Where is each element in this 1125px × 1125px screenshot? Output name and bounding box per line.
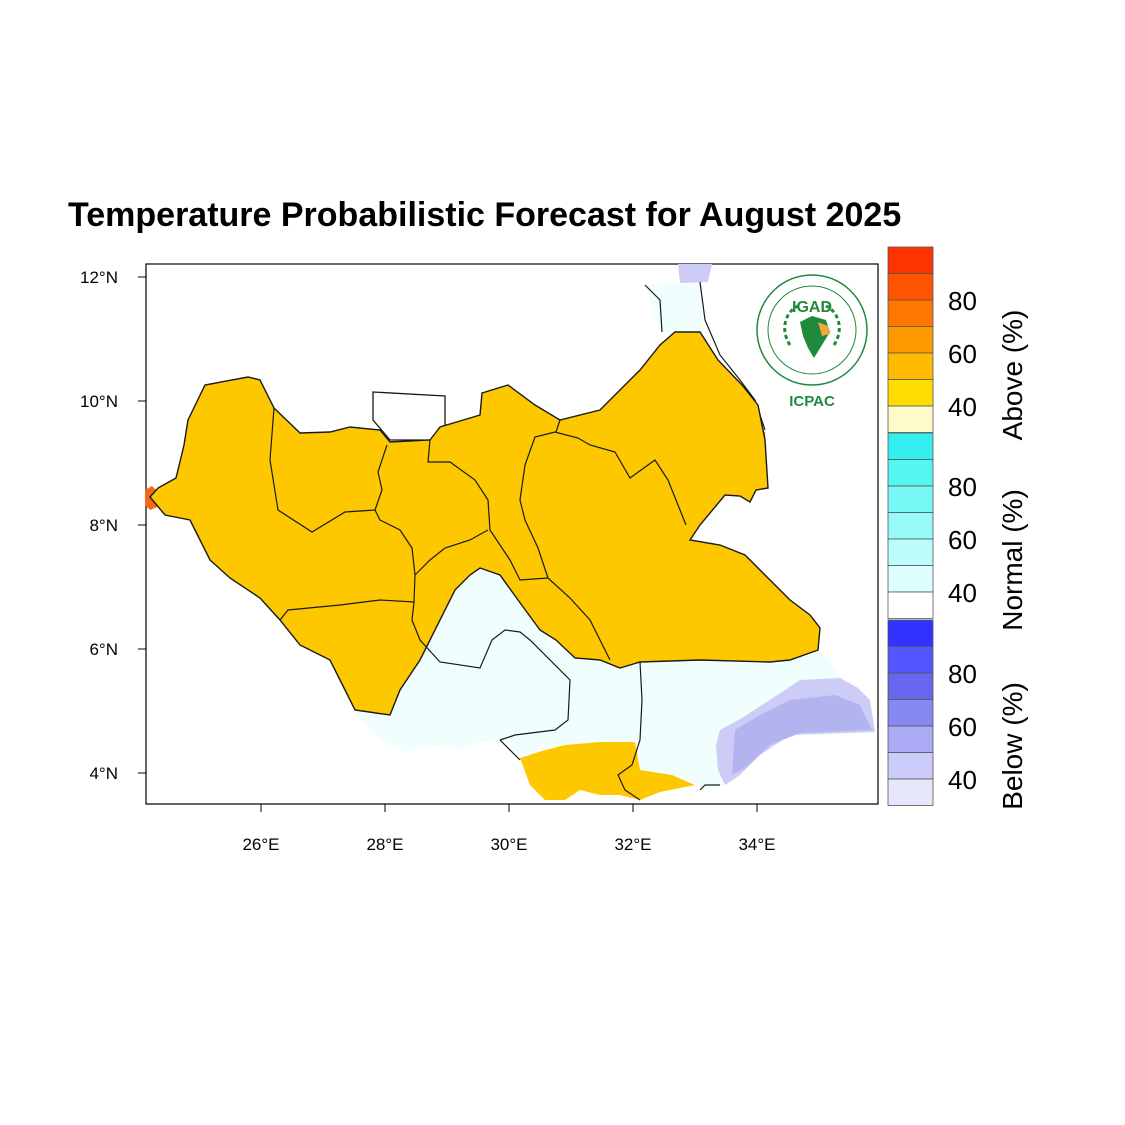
above-title: Above (%) — [997, 310, 1028, 441]
abyei-area — [372, 391, 446, 441]
normal-swatch-1 — [887, 459, 934, 487]
lon-tick-34: 34°E — [738, 835, 775, 854]
above-swatch-5 — [887, 379, 934, 407]
normal-swatch-6 — [887, 591, 934, 619]
above-swatch-3 — [887, 326, 934, 354]
above-label-80: 80 — [948, 286, 977, 316]
above-label-40: 40 — [948, 392, 977, 422]
below-label-60: 60 — [948, 712, 977, 742]
above-region-south-patch — [520, 742, 695, 800]
below-swatch-2 — [887, 672, 934, 700]
below-swatch-1 — [887, 646, 934, 674]
lat-tick-10: 10°N — [80, 392, 118, 411]
below-region-north — [678, 264, 712, 283]
state-boundaries — [269, 407, 720, 801]
colorbar-above — [887, 246, 934, 433]
longitude-axis: 26°E 28°E 30°E 32°E 34°E — [242, 804, 776, 854]
map-panel — [145, 263, 879, 805]
above-swatch-1 — [887, 273, 934, 301]
above-swatch-2 — [887, 299, 934, 327]
normal-swatch-4 — [887, 538, 934, 566]
below-swatch-3 — [887, 699, 934, 727]
lon-tick-32: 32°E — [614, 835, 651, 854]
colorbar-normal — [887, 432, 934, 619]
colorbar — [887, 246, 934, 806]
lat-tick-12: 12°N — [80, 268, 118, 287]
below-swatch-5 — [887, 752, 934, 780]
normal-swatch-3 — [887, 512, 934, 540]
colorbar-labels: 80 60 40 80 60 40 80 60 40 Above (%) Nor… — [948, 286, 1028, 810]
normal-region-north — [645, 282, 703, 334]
below-swatch-4 — [887, 725, 934, 753]
below-label-80: 80 — [948, 659, 977, 689]
below-title: Below (%) — [997, 682, 1028, 810]
above-swatch-4 — [887, 352, 934, 380]
normal-swatch-0 — [887, 432, 934, 460]
below-swatch-0 — [887, 619, 934, 647]
lon-tick-26: 26°E — [242, 835, 279, 854]
below-region-southeast-inner — [732, 695, 872, 775]
colorbar-below — [887, 619, 934, 806]
normal-label-40: 40 — [948, 578, 977, 608]
below-label-40: 40 — [948, 765, 977, 795]
lat-tick-8: 8°N — [89, 516, 118, 535]
normal-swatch-2 — [887, 485, 934, 513]
lat-tick-4: 4°N — [89, 764, 118, 783]
latitude-axis: 12°N 10°N 8°N 6°N 4°N — [80, 268, 146, 783]
above-swatch-0 — [887, 246, 934, 274]
above-label-60: 60 — [948, 339, 977, 369]
lon-tick-28: 28°E — [366, 835, 403, 854]
normal-swatch-5 — [887, 565, 934, 593]
logo-igad-text: IGAD — [792, 299, 832, 316]
above-swatch-6 — [887, 405, 934, 433]
logo-icpac-text: ICPAC — [789, 393, 835, 410]
lat-tick-6: 6°N — [89, 640, 118, 659]
igad-icpac-logo: IGAD ICPAC — [756, 274, 868, 410]
normal-title: Normal (%) — [997, 489, 1028, 631]
normal-label-80: 80 — [948, 472, 977, 502]
normal-label-60: 60 — [948, 525, 977, 555]
map-title: Temperature Probabilistic Forecast for A… — [68, 196, 902, 234]
lon-tick-30: 30°E — [490, 835, 527, 854]
below-swatch-6 — [887, 778, 934, 806]
